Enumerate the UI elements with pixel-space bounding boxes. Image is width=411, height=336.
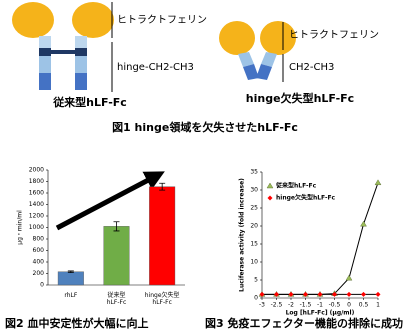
data-point (345, 274, 353, 281)
antibody-left (12, 2, 114, 92)
data-point (288, 291, 294, 297)
data-point (303, 291, 308, 297)
bar (57, 271, 84, 286)
data-point (259, 291, 265, 297)
x-tick-label: -2 (288, 302, 294, 309)
x-tick-label: 0 (347, 302, 351, 309)
legend-marker (267, 195, 273, 201)
x-tick-label: -0.5 (329, 302, 341, 309)
data-point (274, 291, 279, 297)
x-tick-label: 1 (376, 302, 380, 309)
trend-arrow (55, 171, 165, 231)
x-tick-label: -1.5 (300, 302, 312, 309)
x-tick-label: -3 (259, 302, 265, 309)
y-tick-label: 0 (254, 295, 258, 302)
error-bar (113, 221, 120, 232)
data-point (317, 291, 323, 297)
legend-entry: hinge欠失型hLF-Fc (276, 194, 336, 202)
antibody-right (219, 21, 296, 82)
y-tick-label: 1200 (29, 213, 44, 220)
bar (103, 226, 130, 286)
y-tick-label: 0 (40, 282, 44, 289)
y-tick-label: 10 (250, 259, 258, 266)
label: ヒトラクトフェリン (289, 29, 379, 41)
y-tick-label: 5 (254, 277, 258, 284)
y-tick-label: 25 (250, 205, 258, 212)
error-bar (159, 182, 166, 191)
x-tick-label: -2.5 (271, 302, 283, 309)
data-point (346, 291, 352, 297)
y-tick-label: 30 (250, 187, 258, 194)
y-tick-label: 600 (33, 247, 45, 254)
y-tick-label: 2000 (29, 167, 44, 174)
y-axis-label: Luciferase activity (fold increase) (239, 178, 246, 292)
data-point (360, 220, 367, 227)
y-tick-label: 35 (250, 169, 258, 176)
y-axis-label: μg・min/ml (17, 210, 24, 245)
x-tick-label: hinge欠失型 hLF-Fc (145, 291, 180, 306)
label: ヒトラクトフェリン (117, 14, 207, 26)
x-tick-label: rhLF (64, 292, 78, 299)
x-tick-label: 従来型 hLF-Fc (107, 291, 127, 306)
data-point (332, 291, 337, 297)
y-tick-label: 400 (33, 259, 45, 266)
x-tick-label: 0.5 (359, 302, 369, 309)
antibody-name: 従来型hLF-Fc (52, 95, 127, 109)
label: CH2-CH3 (289, 62, 334, 73)
bar (149, 186, 176, 286)
legend-entry: 従来型hLF-Fc (275, 182, 317, 190)
y-tick-label: 1400 (29, 201, 44, 208)
data-point (361, 291, 366, 297)
figure-caption: 図1 hinge領域を欠失させたhLF-Fc (112, 120, 298, 134)
y-tick-label: 1600 (29, 190, 44, 197)
y-tick-label: 1000 (29, 224, 44, 231)
error-bar (67, 270, 74, 274)
y-tick-label: 15 (250, 241, 258, 248)
y-tick-label: 800 (33, 236, 45, 243)
figure-caption: 図2 血中安定性が大幅に向上 (5, 316, 148, 330)
y-tick-label: 200 (33, 270, 45, 277)
legend-marker (266, 182, 274, 189)
antibody-name: hinge欠失型hLF-Fc (246, 91, 354, 105)
figure-caption: 図3 免疫エフェクター機能の排除に成功 (205, 316, 403, 330)
data-point (375, 291, 381, 297)
x-tick-label: -1 (317, 302, 323, 309)
y-tick-label: 1800 (29, 178, 44, 185)
x-axis-label: Log [hLF-Fc] (μg/ml) (286, 310, 355, 317)
label: hinge-CH2-CH3 (117, 62, 194, 73)
data-point (374, 179, 382, 185)
y-tick-label: 20 (250, 223, 258, 230)
